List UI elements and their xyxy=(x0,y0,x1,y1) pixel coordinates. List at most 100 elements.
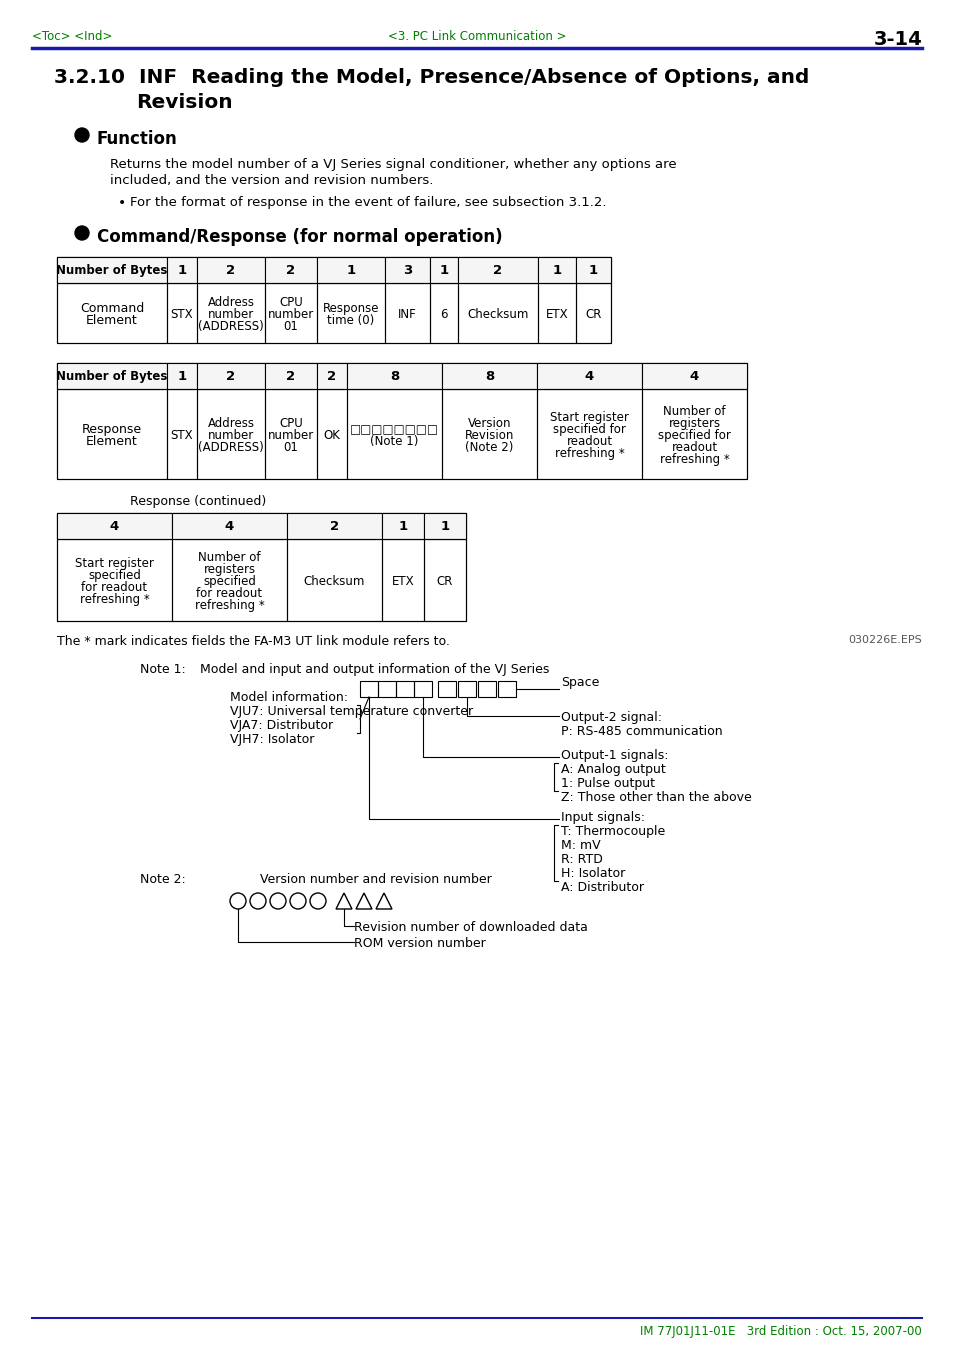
Bar xyxy=(423,513,465,539)
Bar xyxy=(57,257,610,282)
Text: INF: INF xyxy=(397,308,416,322)
Bar xyxy=(57,363,167,389)
Text: specified for: specified for xyxy=(553,423,625,436)
Bar xyxy=(477,681,496,697)
Bar xyxy=(287,513,381,539)
Text: Response: Response xyxy=(322,303,379,315)
Bar xyxy=(457,257,537,282)
Text: 4: 4 xyxy=(689,370,699,382)
Text: VJA7: Distributor: VJA7: Distributor xyxy=(230,719,333,732)
Text: CPU: CPU xyxy=(279,296,302,309)
Bar xyxy=(57,513,465,621)
Bar xyxy=(167,363,196,389)
Text: registers: registers xyxy=(203,563,255,577)
Text: 4: 4 xyxy=(110,520,119,534)
Text: IM 77J01J11-01E   3rd Edition : Oct. 15, 2007-00: IM 77J01J11-01E 3rd Edition : Oct. 15, 2… xyxy=(639,1325,921,1337)
Text: Start register: Start register xyxy=(75,558,153,570)
Text: (ADDRESS): (ADDRESS) xyxy=(198,320,264,334)
Text: Command: Command xyxy=(80,301,144,315)
Bar xyxy=(57,363,746,389)
Bar xyxy=(359,681,377,697)
Bar xyxy=(167,257,196,282)
Text: Model and input and output information of the VJ Series: Model and input and output information o… xyxy=(200,663,549,676)
Text: number: number xyxy=(208,308,253,322)
Bar xyxy=(196,389,265,480)
Text: Model information:: Model information: xyxy=(230,690,348,704)
Bar xyxy=(537,257,576,282)
Text: Revision: Revision xyxy=(464,430,514,442)
Bar xyxy=(265,389,316,480)
Text: for readout: for readout xyxy=(81,581,148,594)
Bar xyxy=(441,363,537,389)
Text: Response (continued): Response (continued) xyxy=(130,494,266,508)
Text: ETX: ETX xyxy=(392,576,414,588)
Text: specified for: specified for xyxy=(658,430,730,442)
Text: R: RTD: R: RTD xyxy=(560,852,602,866)
Text: specified: specified xyxy=(203,576,255,588)
Text: Version number and revision number: Version number and revision number xyxy=(260,873,491,886)
Text: 030226E.EPS: 030226E.EPS xyxy=(847,635,921,644)
Bar xyxy=(385,257,430,282)
Text: Revision number of downloaded data: Revision number of downloaded data xyxy=(354,921,587,934)
Bar xyxy=(437,681,456,697)
Text: refreshing *: refreshing * xyxy=(79,593,150,607)
Text: Revision: Revision xyxy=(136,93,233,112)
Bar xyxy=(385,282,430,343)
Text: The * mark indicates fields the FA-M3 UT link module refers to.: The * mark indicates fields the FA-M3 UT… xyxy=(57,635,450,648)
Text: •: • xyxy=(118,196,126,209)
Bar xyxy=(347,363,441,389)
Text: 1: 1 xyxy=(440,520,449,534)
Bar xyxy=(441,389,537,480)
Text: Output-1 signals:: Output-1 signals: xyxy=(560,748,668,762)
Text: number: number xyxy=(268,308,314,322)
Text: Checksum: Checksum xyxy=(467,308,528,322)
Text: 2: 2 xyxy=(226,370,235,382)
Text: <Toc> <Ind>: <Toc> <Ind> xyxy=(32,30,112,43)
Text: STX: STX xyxy=(171,308,193,322)
Bar xyxy=(423,539,465,621)
Bar xyxy=(265,282,316,343)
Bar xyxy=(265,363,316,389)
Bar xyxy=(57,513,465,539)
Text: Response: Response xyxy=(82,423,142,435)
Bar xyxy=(57,513,172,539)
Bar xyxy=(347,389,441,480)
Bar xyxy=(497,681,516,697)
Text: registers: registers xyxy=(668,417,720,431)
Text: Version: Version xyxy=(467,417,511,431)
Text: A: Analog output: A: Analog output xyxy=(560,763,665,775)
Text: OK: OK xyxy=(323,430,340,442)
Text: Z: Those other than the above: Z: Those other than the above xyxy=(560,790,751,804)
Text: specified: specified xyxy=(88,569,141,582)
Bar xyxy=(167,389,196,480)
Bar xyxy=(381,539,423,621)
Bar xyxy=(196,363,265,389)
Text: For the format of response in the event of failure, see subsection 3.1.2.: For the format of response in the event … xyxy=(130,196,606,209)
Text: 3: 3 xyxy=(402,263,412,277)
Text: STX: STX xyxy=(171,430,193,442)
Text: Element: Element xyxy=(86,315,138,327)
Text: Number of: Number of xyxy=(662,405,725,419)
Text: 2: 2 xyxy=(330,520,338,534)
Text: □□□□□□□□: □□□□□□□□ xyxy=(350,423,438,436)
Bar xyxy=(537,363,641,389)
Circle shape xyxy=(75,226,89,240)
Bar xyxy=(430,257,457,282)
Text: Element: Element xyxy=(86,435,138,449)
Text: 3.2.10  INF  Reading the Model, Presence/Absence of Options, and: 3.2.10 INF Reading the Model, Presence/A… xyxy=(54,68,808,86)
Bar xyxy=(57,539,172,621)
Text: Start register: Start register xyxy=(550,412,628,424)
Bar xyxy=(430,282,457,343)
Text: 8: 8 xyxy=(390,370,398,382)
Bar xyxy=(457,681,476,697)
Text: Number of: Number of xyxy=(198,551,260,565)
Bar xyxy=(414,681,432,697)
Text: 1: 1 xyxy=(177,263,187,277)
Bar xyxy=(196,282,265,343)
Text: Note 2:: Note 2: xyxy=(140,873,186,886)
Text: Address: Address xyxy=(208,296,254,309)
Text: readout: readout xyxy=(671,442,717,454)
Text: T: Thermocouple: T: Thermocouple xyxy=(560,825,664,838)
Text: 01: 01 xyxy=(283,320,298,334)
Text: number: number xyxy=(268,430,314,442)
